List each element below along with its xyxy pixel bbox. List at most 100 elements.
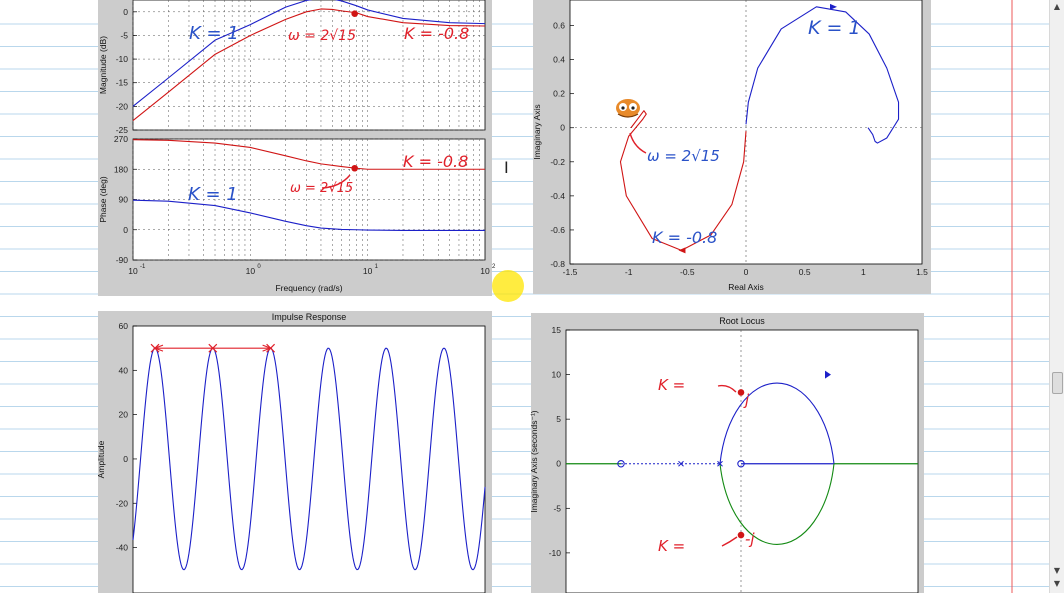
bode-magnitude-ytick-label: -25 (116, 125, 129, 135)
nyquist-xtick-label: 0 (744, 267, 749, 277)
nyquist-annotation-k-neg: K = -0.8 (652, 228, 717, 247)
root-locus-annotation-arrow (721, 536, 738, 547)
bode-phase-xtick-exponent: 1 (375, 264, 379, 270)
bode-phase-xtick-label: 10 (363, 266, 373, 276)
bode-phase-marker (351, 164, 358, 172)
nyquist-ytick-label: -0.2 (550, 157, 565, 167)
character-icon-pupil (621, 106, 625, 110)
bode-phase-xtick-label: 10 (480, 266, 490, 276)
nyquist-direction-arrow-red (678, 247, 686, 254)
root-locus-title: Root Locus (719, 316, 765, 326)
bode-magnitude-annotation-k-neg: K = -0.8 (404, 24, 469, 43)
root-locus-annotation-arrow (717, 384, 737, 393)
nyquist-ylabel: Imaginary Axis (532, 104, 542, 159)
bode-magnitude-ytick-label: -20 (116, 101, 129, 111)
nyquist-series-1 (619, 110, 747, 251)
nyquist-xtick-label: -1.5 (563, 267, 578, 277)
bode-magnitude-annotation-omega: ω = 2√15 (288, 28, 356, 44)
root-locus-annotation-j: j (743, 391, 750, 409)
bode-phase-ytick-label: -90 (116, 255, 129, 265)
bode-phase-annotation-arrow (321, 174, 351, 189)
root-locus-ytick-label: 0 (556, 459, 561, 469)
impulse-response-axes (132, 325, 486, 593)
impulse-response-ytick-label: 40 (119, 365, 129, 375)
impulse-response-period-arrowhead (153, 344, 164, 352)
nyquist-xtick-label: 1 (861, 267, 866, 277)
nyquist-annotation-omega: ω = 2√15 (647, 147, 720, 165)
root-locus-axes (565, 329, 919, 593)
impulse-response-ytick-label: -20 (116, 498, 129, 508)
bode-phase-xtick-exponent: 0 (257, 264, 261, 270)
bode-magnitude-series-0 (132, 0, 486, 107)
character-icon-pupil (631, 106, 635, 110)
nyquist-ytick-label: 0.2 (553, 89, 565, 99)
nyquist-ytick-label: -0.6 (550, 225, 565, 235)
root-locus-annotation-k-upper: K = (658, 376, 685, 394)
impulse-response-ytick-label: -40 (116, 543, 129, 553)
nyquist-xtick-label: 1.5 (916, 267, 928, 277)
nyquist-series-0 (745, 6, 900, 144)
bode-magnitude-ytick-label: -5 (120, 30, 128, 40)
nyquist-annotation-k1: K = 1 (808, 17, 861, 39)
bode-magnitude-ylabel: Magnitude (dB) (98, 36, 108, 94)
impulse-response-ytick-label: 60 (119, 321, 129, 331)
scroll-end-icon[interactable]: ▼ (1053, 579, 1061, 588)
root-locus-ytick-label: 10 (552, 370, 562, 380)
scroll-up-icon[interactable]: ▲ (1053, 2, 1061, 11)
bode-magnitude-marker (351, 10, 358, 18)
root-locus-direction-arrow (825, 370, 831, 379)
impulse-response-period-arrowhead (262, 344, 273, 352)
root-locus-ytick-label: 5 (556, 414, 561, 424)
bode-phase-ytick-label: 0 (123, 225, 128, 235)
nyquist-annotation-arrow (629, 132, 647, 154)
impulse-response-ylabel: Amplitude (96, 440, 106, 478)
bode-magnitude-annotation-k1: K = 1 (189, 23, 239, 44)
impulse-response-title: Impulse Response (272, 312, 347, 322)
bode-phase-annotation-k1: K = 1 (188, 184, 238, 205)
bode-phase-xlabel: Frequency (rad/s) (275, 283, 342, 293)
nyquist-ytick-label: 0.4 (553, 55, 565, 65)
nyquist-xtick-label: 0.5 (799, 267, 811, 277)
character-icon (616, 99, 640, 118)
root-locus-ytick-label: -10 (549, 548, 562, 558)
mouse-cursor-highlight (492, 270, 524, 302)
nyquist-xtick-label: -1 (625, 267, 633, 277)
impulse-response-series (132, 347, 486, 571)
nyquist-xtick-label: -0.5 (680, 267, 695, 277)
root-locus-ylabel: Imaginary Axis (seconds⁻¹) (529, 410, 539, 512)
root-locus-ytick-label: -5 (553, 503, 561, 513)
scroll-down-icon[interactable]: ▼ (1053, 566, 1061, 575)
impulse-response-ytick-label: 0 (123, 454, 128, 464)
nyquist-ytick-label: 0 (560, 123, 565, 133)
vertical-scrollbar[interactable]: ▲ ▼ ▼ (1049, 0, 1064, 593)
bode-phase-xtick-label: 10 (128, 266, 138, 276)
bode-phase-xtick-label: 10 (246, 266, 256, 276)
bode-phase-ytick-label: 90 (119, 195, 129, 205)
impulse-response-plot: Impulse Response 60 40 20 0 -20 -40 Amplitude (96, 311, 492, 593)
bode-magnitude-axes (132, 0, 486, 131)
root-locus-annotation-k-lower: K = (658, 537, 685, 555)
nyquist-ytick-label: -0.4 (550, 191, 565, 201)
scrollbar-thumb[interactable] (1052, 372, 1063, 394)
root-locus-pole-marker (678, 460, 684, 467)
bode-magnitude-ytick-label: 0 (123, 7, 128, 17)
root-locus-zero-marker (737, 459, 745, 468)
nyquist-direction-arrow-blue (830, 3, 837, 10)
root-locus-pole-marker (717, 460, 723, 467)
bode-magnitude-ytick-label: -10 (116, 54, 129, 64)
bode-phase-ylabel: Phase (deg) (98, 176, 108, 222)
bode-phase-xtick-exponent: 2 (492, 264, 496, 270)
bode-phase-series-0 (132, 199, 485, 231)
root-locus-lower-branch (719, 463, 835, 545)
bode-phase-annotation-k-neg: K = -0.8 (403, 152, 468, 171)
root-locus-plot: Root Locus 15 10 5 0 -5 -10 Imaginary Axis (sec… (529, 313, 924, 593)
root-locus-crossing-marker (737, 389, 745, 396)
root-locus-ytick-label: 15 (552, 325, 562, 335)
impulse-response-ytick-label: 20 (119, 410, 129, 420)
character-icon-mouth (617, 113, 639, 118)
nyquist-ytick-label: -0.8 (550, 259, 565, 269)
nyquist-xlabel: Real Axis (728, 282, 763, 292)
bode-magnitude-series-1 (132, 8, 486, 121)
